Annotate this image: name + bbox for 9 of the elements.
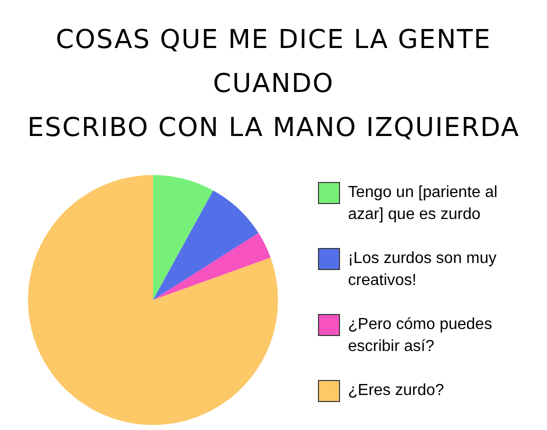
- legend-label: ¿Eres zurdo?: [348, 381, 444, 401]
- pie-slice: [153, 175, 214, 300]
- legend-label: Tengo un [pariente al azar] que es zurdo: [348, 183, 498, 225]
- pie-slice: [153, 190, 259, 300]
- legend-label: ¿Pero cómo puedes escribir así?: [348, 315, 494, 357]
- legend-label: ¡Los zurdos son muy creativos!: [348, 249, 498, 291]
- pie-slice: [28, 175, 278, 425]
- chart-title: COSAS QUE ME DICE LA GENTE CUANDO ESCRIBO CON LA MANO IZQUIERDA: [26, 24, 521, 145]
- pie-slice: [153, 233, 271, 300]
